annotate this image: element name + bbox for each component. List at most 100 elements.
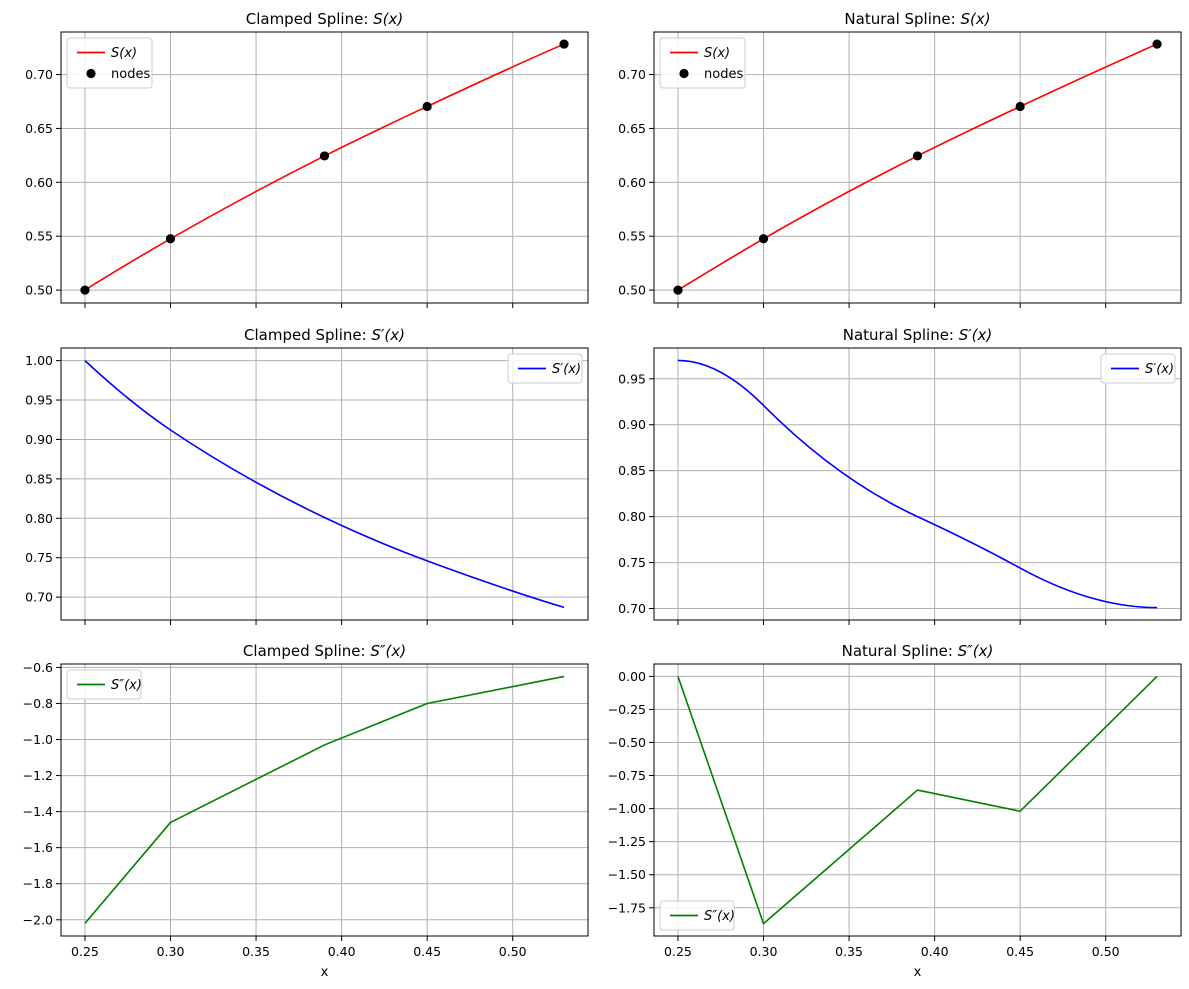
y-tick-label: −0.8	[23, 696, 53, 711]
y-tick-label: 0.50	[25, 283, 53, 298]
y-tick-label: −1.4	[23, 804, 53, 819]
x-tick-label: 0.30	[157, 944, 185, 959]
x-tick-label: 0.35	[835, 944, 863, 959]
y-tick-label: 0.85	[25, 471, 53, 486]
legend: S(x) nodes	[659, 37, 746, 89]
series-line	[677, 675, 1158, 925]
panel-title-prefix: Natural Spline:	[844, 10, 960, 28]
y-tick-label: 0.70	[618, 601, 646, 616]
y-tick-label: −1.2	[23, 768, 53, 783]
panel-title-math: S″(x)	[958, 642, 994, 660]
panel-title-prefix: Clamped Spline:	[244, 326, 371, 344]
node-point	[559, 39, 569, 49]
y-tick-label: 0.70	[25, 590, 53, 605]
panel-title: Natural Spline: S′(x)	[843, 326, 993, 344]
series-line	[84, 360, 565, 609]
legend-label: S(x)	[111, 46, 137, 61]
y-tick-label: 0.95	[25, 393, 53, 408]
y-tick-label: −1.25	[608, 834, 646, 849]
axes-frame	[60, 663, 589, 937]
panel-title-prefix: Natural Spline:	[843, 326, 959, 344]
y-tick-label: −1.8	[23, 876, 53, 891]
node-point	[673, 285, 683, 295]
node-point	[912, 151, 923, 161]
y-tick-label: 0.50	[618, 283, 646, 298]
chart-panel-6: Natural Spline: S″(x) 0.25 0.30 0.35 0.40 0.4…	[608, 642, 1182, 980]
y-tick-label: −0.25	[608, 702, 646, 717]
y-tick-label: −1.00	[608, 801, 646, 816]
y-tick-label: 0.90	[618, 417, 646, 432]
x-tick-label: 0.50	[1092, 944, 1120, 959]
y-tick-label: 0.70	[618, 67, 646, 82]
x-tick-label: 0.25	[664, 944, 692, 959]
legend-label: S′(x)	[552, 362, 581, 377]
panel-title-math: S″(x)	[370, 642, 406, 660]
panel-title: Clamped Spline: S′(x)	[244, 326, 405, 344]
legend-marker	[679, 68, 689, 79]
chart-panel-1: Clamped Spline: S(x) 0.50 0.55 0.60 0.65 0.70…	[25, 10, 589, 308]
node-point	[1015, 101, 1025, 112]
panel-title: Natural Spline: S(x)	[844, 10, 990, 28]
y-tick-label: −2.0	[23, 912, 53, 927]
legend-label: S″(x)	[704, 909, 735, 924]
panel-title-math: S(x)	[373, 10, 403, 28]
legend-label: S(x)	[704, 46, 730, 61]
x-axis-label: x	[914, 965, 922, 980]
y-tick-label: 0.55	[25, 229, 53, 244]
panel-title: Clamped Spline: S″(x)	[243, 642, 406, 660]
y-tick-label: 0.75	[25, 550, 53, 565]
y-tick-label: 0.75	[618, 555, 646, 570]
panel-title-prefix: Clamped Spline:	[243, 642, 370, 660]
y-tick-label: 0.70	[25, 67, 53, 82]
x-tick-label: 0.45	[1006, 944, 1034, 959]
chart-panel-4: Natural Spline: S′(x) 0.70 0.75 0.80 0.85 0.9…	[618, 326, 1182, 625]
axes-frame	[653, 31, 1182, 304]
y-tick-label: 0.55	[618, 229, 646, 244]
node-point	[165, 234, 176, 244]
panel-title-math: S′(x)	[371, 326, 405, 344]
x-tick-label: 0.35	[242, 944, 270, 959]
x-tick-label: 0.40	[328, 944, 356, 959]
y-tick-label: −0.50	[608, 735, 646, 750]
legend-label: nodes	[704, 67, 743, 82]
y-tick-label: 0.00	[618, 669, 646, 684]
y-tick-label: −1.6	[23, 840, 53, 855]
x-tick-label: 0.40	[921, 944, 949, 959]
legend-label: S″(x)	[111, 678, 142, 693]
x-tick-label: 0.30	[750, 944, 778, 959]
legend: S′(x)	[1100, 353, 1176, 384]
legend-label: S′(x)	[1145, 362, 1174, 377]
legend-label: nodes	[111, 67, 150, 82]
chart-panel-2: Natural Spline: S(x) 0.50 0.55 0.60 0.65 0.70…	[618, 10, 1182, 308]
panel-title-prefix: Clamped Spline:	[246, 10, 373, 28]
node-point	[422, 101, 432, 112]
y-tick-label: 0.65	[25, 121, 53, 136]
chart-panel-3: Clamped Spline: S′(x) 0.70 0.75 0.80 0.85 0.9…	[25, 326, 589, 625]
series-line	[84, 675, 565, 924]
y-tick-label: 0.60	[25, 175, 53, 190]
y-tick-label: 0.80	[25, 511, 53, 526]
y-tick-label: 0.95	[618, 371, 646, 386]
y-tick-label: 0.85	[618, 463, 646, 478]
series-line	[677, 359, 1158, 609]
legend: S″(x)	[66, 669, 142, 700]
node-point	[1152, 39, 1162, 49]
legend: S′(x)	[507, 353, 583, 384]
x-tick-label: 0.50	[499, 944, 527, 959]
x-tick-label: 0.25	[71, 944, 99, 959]
axes-frame	[653, 347, 1182, 621]
panel-title: Clamped Spline: S(x)	[246, 10, 404, 28]
y-tick-label: −1.0	[23, 732, 53, 747]
legend-marker	[86, 68, 96, 79]
node-point	[319, 151, 330, 161]
panel-title-math: S(x)	[960, 10, 990, 28]
axes-frame	[60, 31, 589, 304]
y-tick-label: −0.75	[608, 768, 646, 783]
node-point	[80, 285, 90, 295]
y-tick-label: −1.50	[608, 867, 646, 882]
axes-frame	[653, 663, 1182, 937]
panel-title-math: S′(x)	[959, 326, 993, 344]
y-tick-label: 1.00	[25, 353, 53, 368]
chart-panel-5: Clamped Spline: S″(x) 0.25 0.30 0.35 0.40 0.4…	[23, 642, 589, 980]
